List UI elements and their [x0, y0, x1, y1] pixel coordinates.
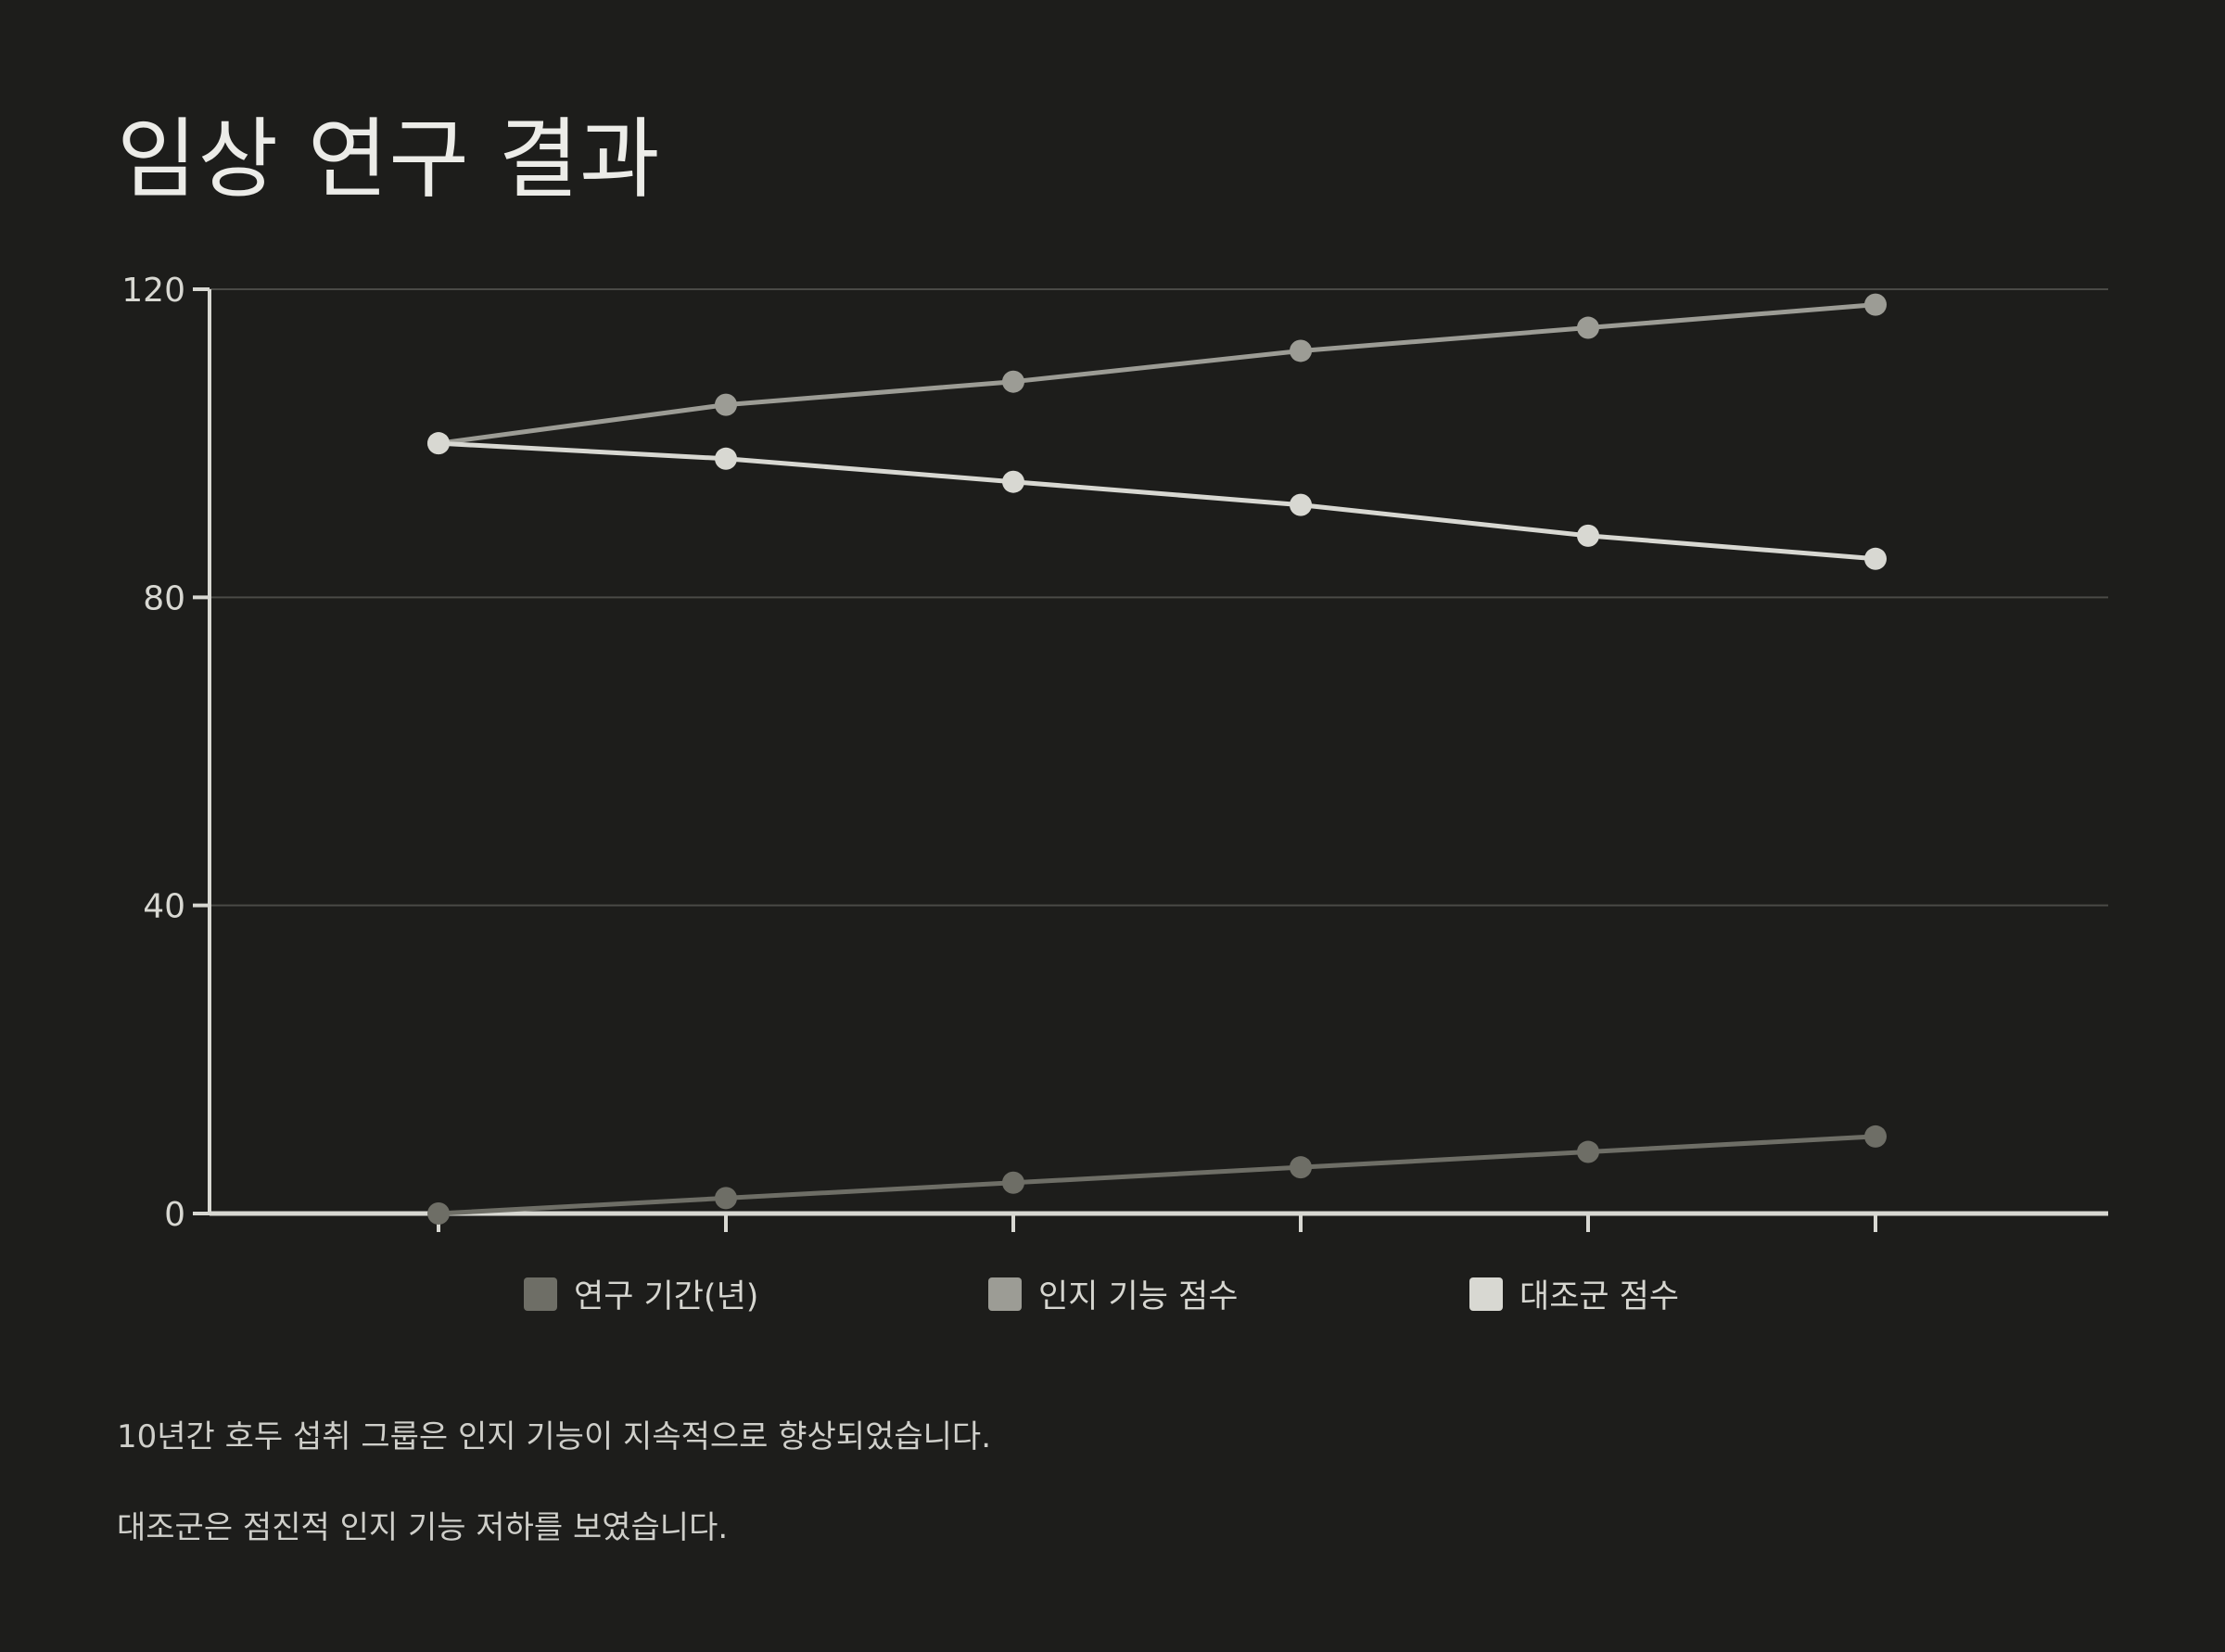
legend-label-0: 연구 기간(년): [574, 1278, 759, 1315]
chart-title: 임상 연구 결과: [117, 109, 661, 210]
legend-swatch-2: [1469, 1277, 1503, 1311]
series-1-point-1: [715, 393, 737, 416]
series-2-point-3: [1290, 493, 1312, 516]
series-line-0: [438, 1134, 1876, 1216]
series-2-point-0: [427, 432, 450, 455]
series-2-point-4: [1577, 524, 1599, 547]
series-2-point-1: [715, 447, 737, 470]
y-tick-label-120: 120: [121, 272, 185, 310]
legend-swatch-1: [988, 1277, 1022, 1311]
series-1-point-3: [1290, 339, 1312, 362]
series-0-point-1: [715, 1187, 737, 1210]
notes: 10년간 호두 섭취 그룹은 인지 기능이 지속적으로 향상되었습니다. 대조군…: [117, 1418, 991, 1600]
y-tick-label-80: 80: [143, 579, 185, 617]
chart-legend: 연구 기간(년) 인지 기능 점수 대조군 점수: [0, 1270, 2225, 1316]
series-0-point-2: [1002, 1171, 1024, 1194]
y-tick-label-0: 0: [164, 1196, 185, 1234]
y-tick-label-40: 40: [143, 888, 185, 926]
legend-item-2: 대조군 점수: [1469, 1270, 1679, 1317]
series-0-point-0: [427, 1202, 450, 1225]
legend-item-1: 인지 기능 점수: [988, 1270, 1238, 1317]
series-0-point-4: [1577, 1140, 1599, 1163]
series-0-point-3: [1290, 1156, 1312, 1179]
legend-label-1: 인지 기능 점수: [1038, 1278, 1239, 1315]
legend-swatch-0: [524, 1277, 557, 1311]
series-1-point-2: [1002, 370, 1024, 393]
series-1-point-4: [1577, 316, 1599, 339]
note-line-2: 대조군은 점진적 인지 기능 저하를 보였습니다.: [117, 1509, 729, 1546]
series-1-point-5: [1864, 293, 1887, 316]
legend-item-0: 연구 기간(년): [524, 1270, 758, 1317]
series-line-2: [438, 440, 1876, 562]
note-line-1: 10년간 호두 섭취 그룹은 인지 기능이 지속적으로 향상되었습니다.: [117, 1418, 992, 1455]
series-2-point-5: [1864, 547, 1887, 570]
series-0-point-5: [1864, 1125, 1887, 1148]
series-line-1: [438, 302, 1876, 446]
series-2-point-2: [1002, 470, 1024, 493]
legend-label-2: 대조군 점수: [1519, 1278, 1680, 1315]
